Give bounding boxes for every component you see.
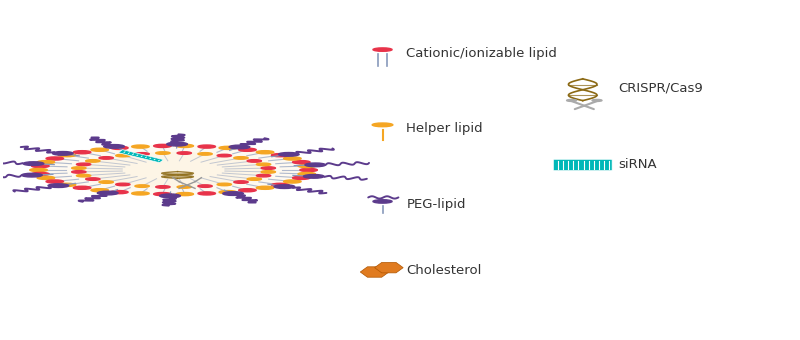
Ellipse shape: [46, 180, 63, 183]
Ellipse shape: [238, 148, 256, 151]
Ellipse shape: [284, 180, 301, 183]
Ellipse shape: [271, 183, 289, 186]
Ellipse shape: [77, 163, 90, 166]
Ellipse shape: [110, 146, 128, 150]
Ellipse shape: [219, 190, 237, 194]
Ellipse shape: [74, 151, 91, 154]
Ellipse shape: [298, 172, 315, 175]
Ellipse shape: [247, 178, 262, 180]
Ellipse shape: [74, 186, 91, 189]
Ellipse shape: [293, 176, 310, 180]
Ellipse shape: [53, 152, 73, 155]
Ellipse shape: [198, 192, 215, 195]
Ellipse shape: [247, 160, 262, 162]
Ellipse shape: [30, 168, 47, 172]
Ellipse shape: [271, 154, 289, 157]
Ellipse shape: [305, 163, 326, 167]
Ellipse shape: [37, 160, 54, 164]
Ellipse shape: [58, 154, 76, 157]
Ellipse shape: [234, 181, 248, 183]
Ellipse shape: [86, 160, 100, 162]
Ellipse shape: [274, 185, 294, 188]
Ellipse shape: [99, 157, 114, 159]
Ellipse shape: [116, 154, 130, 157]
Ellipse shape: [234, 157, 248, 159]
Ellipse shape: [48, 184, 69, 187]
Ellipse shape: [86, 178, 100, 180]
Ellipse shape: [261, 171, 275, 173]
Ellipse shape: [58, 183, 76, 186]
Ellipse shape: [284, 157, 301, 160]
Ellipse shape: [99, 181, 114, 183]
Ellipse shape: [154, 144, 171, 148]
Ellipse shape: [217, 154, 231, 157]
Ellipse shape: [198, 145, 215, 148]
Ellipse shape: [256, 151, 274, 154]
Ellipse shape: [77, 174, 90, 177]
Ellipse shape: [110, 190, 128, 194]
Ellipse shape: [261, 167, 275, 169]
Ellipse shape: [135, 185, 150, 187]
Ellipse shape: [72, 167, 86, 169]
Ellipse shape: [91, 148, 109, 151]
Ellipse shape: [373, 48, 392, 51]
Ellipse shape: [373, 200, 392, 203]
FancyBboxPatch shape: [118, 150, 163, 163]
Ellipse shape: [256, 186, 274, 189]
Text: Helper lipid: Helper lipid: [406, 122, 483, 135]
Ellipse shape: [198, 185, 212, 187]
Ellipse shape: [219, 146, 237, 150]
Ellipse shape: [303, 174, 324, 178]
Ellipse shape: [257, 174, 270, 177]
Ellipse shape: [32, 172, 49, 175]
Ellipse shape: [116, 183, 130, 186]
Ellipse shape: [177, 152, 191, 154]
FancyBboxPatch shape: [554, 159, 612, 171]
Ellipse shape: [22, 173, 42, 177]
Ellipse shape: [177, 186, 191, 188]
Ellipse shape: [23, 162, 44, 166]
Ellipse shape: [156, 152, 170, 154]
Ellipse shape: [176, 192, 194, 195]
Ellipse shape: [160, 194, 180, 198]
Ellipse shape: [300, 168, 318, 172]
Ellipse shape: [132, 192, 149, 195]
Ellipse shape: [592, 100, 602, 101]
Text: PEG-lipid: PEG-lipid: [406, 198, 466, 210]
Ellipse shape: [222, 192, 243, 196]
Ellipse shape: [238, 189, 256, 192]
Text: CRISPR/Cas9: CRISPR/Cas9: [618, 82, 703, 95]
Ellipse shape: [46, 157, 63, 160]
Ellipse shape: [132, 145, 149, 148]
Text: Cholesterol: Cholesterol: [406, 264, 482, 277]
Ellipse shape: [156, 186, 170, 188]
Ellipse shape: [293, 160, 310, 164]
Ellipse shape: [176, 144, 194, 148]
Ellipse shape: [104, 144, 124, 148]
Text: Cationic/ionizable lipid: Cationic/ionizable lipid: [406, 47, 558, 60]
Text: siRNA: siRNA: [618, 158, 657, 171]
Ellipse shape: [198, 153, 212, 155]
Ellipse shape: [217, 183, 231, 186]
Ellipse shape: [98, 191, 118, 195]
Ellipse shape: [278, 153, 299, 156]
Ellipse shape: [257, 163, 270, 166]
Ellipse shape: [372, 123, 393, 127]
Ellipse shape: [72, 171, 86, 173]
Ellipse shape: [37, 176, 54, 180]
Ellipse shape: [135, 153, 150, 155]
Ellipse shape: [166, 142, 187, 146]
Ellipse shape: [76, 153, 271, 187]
Ellipse shape: [567, 100, 576, 101]
Ellipse shape: [229, 145, 250, 149]
Ellipse shape: [298, 165, 315, 168]
Ellipse shape: [32, 165, 49, 168]
Ellipse shape: [34, 145, 313, 195]
Ellipse shape: [154, 192, 171, 195]
Ellipse shape: [91, 189, 109, 192]
